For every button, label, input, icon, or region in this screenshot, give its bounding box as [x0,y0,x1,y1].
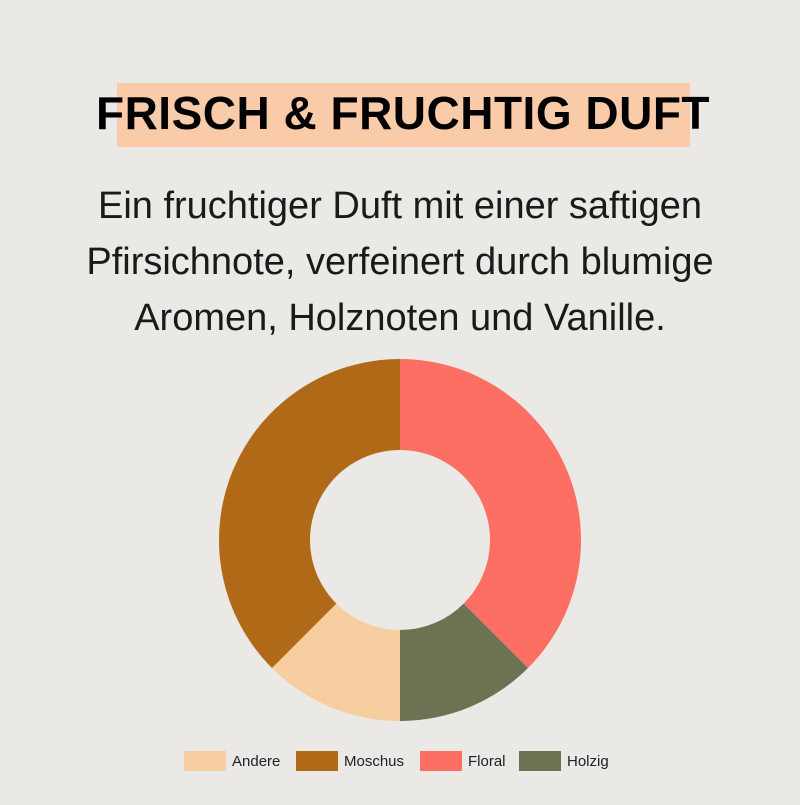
donut-slice [272,603,400,721]
description: Pfirsichnote, verfeinert durch blumige [86,241,713,283]
title: FRISCH & FRUCHTIG DUFT [96,87,710,139]
donut-slice [400,603,528,721]
legend-label: Moschus [344,753,404,770]
legend-swatch [184,751,226,771]
legend-swatch [420,751,462,771]
legend-label: Holzig [567,753,609,770]
legend-swatch [519,751,561,771]
donut-slice [219,359,400,668]
description: Aromen, Holznoten und Vanille. [134,297,666,339]
legend-label: Andere [232,753,280,770]
legend-swatch [296,751,338,771]
donut-slice [400,359,581,668]
title-box [117,83,690,147]
description: Ein fruchtiger Duft mit einer saftigen [98,185,702,227]
legend-label: Floral [468,753,506,770]
